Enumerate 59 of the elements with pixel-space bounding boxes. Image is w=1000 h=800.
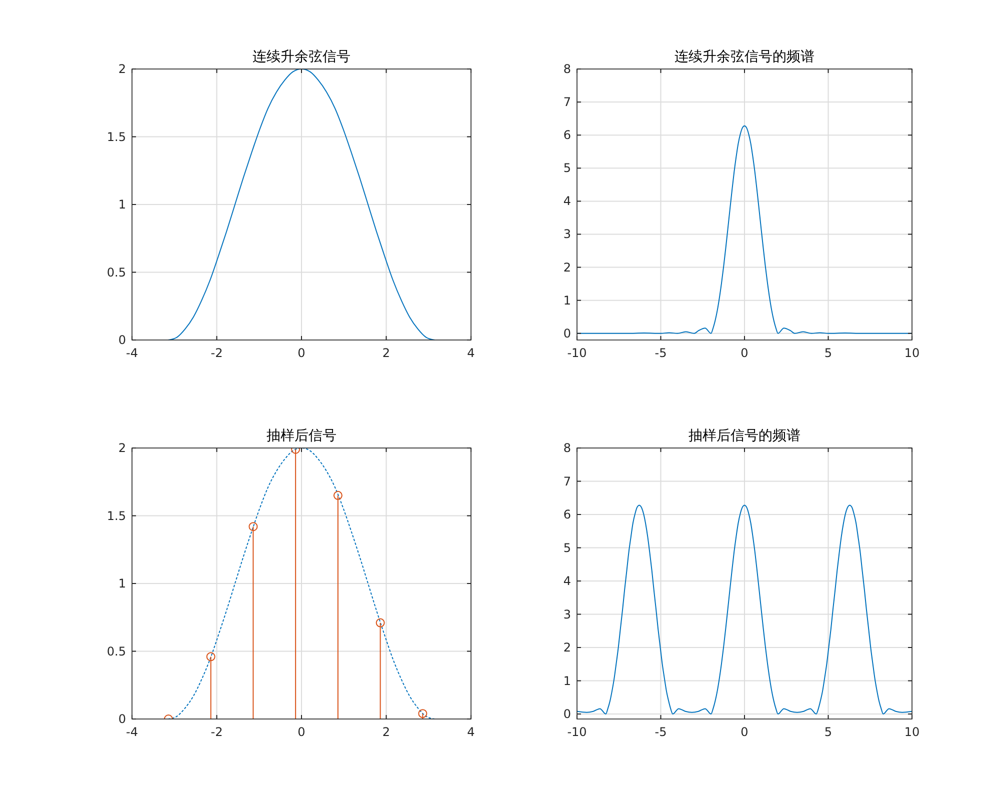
y-tick-label: 8 [563, 62, 571, 76]
x-tick-label: 5 [824, 725, 832, 739]
y-tick-label: 1 [563, 674, 571, 688]
x-tick-label: -4 [126, 725, 138, 739]
line-series [577, 504, 912, 715]
x-tick-label: 0 [298, 346, 306, 360]
y-tick-label: 1 [563, 293, 571, 308]
x-tick-label: -10 [567, 725, 587, 739]
x-tick-label: 4 [467, 346, 475, 360]
y-tick-label: 7 [563, 95, 571, 110]
y-tick-label: 4 [563, 574, 571, 588]
y-tick-label: 6 [563, 508, 571, 522]
x-tick-label: -5 [654, 346, 667, 360]
point [376, 618, 385, 628]
x-tick-label: 10 [904, 725, 920, 739]
y-tick-label: 1.5 [106, 130, 126, 144]
y-tick-label: 1 [118, 576, 126, 590]
y-tick-label: 4 [563, 194, 571, 208]
y-tick-label: 1 [118, 198, 126, 212]
line-series [168, 69, 436, 340]
x-tick-label: 0 [740, 346, 748, 360]
x-tick-label: -2 [210, 725, 223, 739]
chart-title: 连续升余弦信号 [252, 49, 350, 65]
x-tick-label: -10 [567, 346, 587, 360]
point [418, 709, 428, 718]
chart-title: 抽样后信号 [266, 428, 336, 444]
y-tick-label: 2 [118, 441, 126, 455]
x-tick-label: 0 [740, 725, 748, 739]
x-tick-label: 4 [467, 725, 475, 739]
x-tick-label: 2 [382, 725, 390, 739]
y-tick-label: 2 [563, 640, 571, 655]
y-tick-label: 8 [563, 441, 571, 455]
x-tick-label: 5 [824, 346, 832, 360]
y-tick-label: 7 [563, 474, 571, 488]
y-tick-label: 0 [563, 707, 571, 722]
y-tick-label: 6 [563, 128, 571, 142]
point [248, 522, 258, 532]
y-tick-label: 5 [563, 161, 571, 176]
y-tick-label: 0.5 [106, 644, 126, 658]
y-tick-label: 0 [118, 333, 126, 347]
point [333, 490, 342, 500]
x-tick-label: -5 [654, 725, 667, 739]
chart-title: 连续升余弦信号的频谱 [674, 49, 814, 65]
x-tick-label: -4 [126, 346, 138, 360]
y-tick-label: 2 [118, 62, 126, 76]
y-tick-label: 2 [563, 260, 571, 274]
point [206, 652, 216, 662]
y-tick-label: 0 [118, 712, 126, 726]
x-tick-label: 2 [382, 346, 390, 360]
y-tick-label: 0 [563, 326, 571, 340]
x-tick-label: -2 [210, 346, 223, 360]
y-tick-label: 5 [563, 540, 571, 555]
chart-title: 抽样后信号的频谱 [688, 428, 800, 444]
y-tick-label: 3 [563, 227, 571, 242]
x-tick-label: 10 [904, 346, 920, 360]
x-tick-label: 0 [298, 725, 306, 739]
y-tick-label: 3 [563, 607, 571, 622]
y-tick-label: 0.5 [106, 265, 126, 280]
y-tick-label: 1.5 [106, 508, 126, 523]
